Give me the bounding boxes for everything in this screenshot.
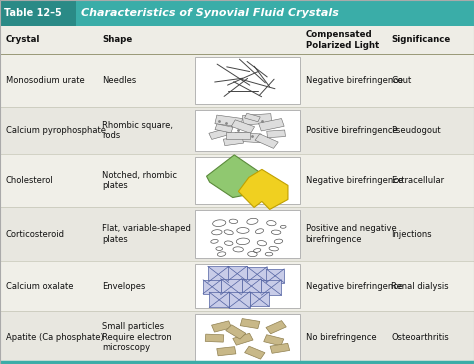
Bar [0, 154, 474, 207]
Polygon shape [207, 155, 262, 198]
Polygon shape [242, 114, 272, 125]
Bar [0, 311, 474, 364]
Bar [0, 107, 474, 154]
Bar [208, 266, 228, 282]
Polygon shape [267, 130, 285, 138]
Bar [0, 207, 474, 261]
Polygon shape [211, 321, 232, 332]
Text: Renal dialysis: Renal dialysis [391, 281, 449, 290]
Bar [0, 26, 474, 54]
Polygon shape [240, 318, 260, 329]
Text: Positive birefringence: Positive birefringence [306, 126, 398, 135]
Polygon shape [233, 333, 253, 345]
Text: Injections: Injections [391, 230, 432, 238]
Polygon shape [245, 346, 265, 359]
Bar [228, 266, 246, 281]
Polygon shape [205, 334, 224, 342]
Text: Envelopes: Envelopes [102, 281, 146, 290]
Bar [266, 269, 284, 283]
Text: Osteoarthritis: Osteoarthritis [391, 333, 449, 342]
Bar [262, 280, 282, 295]
Text: Characteristics of Synovial Fluid Crystals: Characteristics of Synovial Fluid Crysta… [81, 8, 338, 18]
Bar [0, 0, 474, 26]
Polygon shape [231, 120, 255, 133]
Text: Gout: Gout [391, 76, 411, 84]
Bar [195, 210, 300, 258]
Text: Shape: Shape [102, 35, 132, 44]
Polygon shape [245, 113, 260, 122]
Polygon shape [209, 128, 229, 139]
Polygon shape [234, 132, 261, 143]
Polygon shape [259, 119, 284, 131]
Text: Small particles
Require electron
microscopy: Small particles Require electron microsc… [102, 323, 172, 352]
Bar [228, 292, 249, 308]
Text: Calcium pyrophosphate: Calcium pyrophosphate [6, 126, 106, 135]
Text: Needles: Needles [102, 76, 136, 84]
Bar [203, 280, 221, 294]
Bar [195, 57, 300, 103]
Polygon shape [226, 325, 246, 339]
Text: Negative birefringence: Negative birefringence [306, 281, 403, 290]
Text: Monosodium urate: Monosodium urate [6, 76, 84, 84]
Bar [247, 267, 267, 282]
Text: Negative birefringence: Negative birefringence [306, 76, 403, 84]
Text: Calcium oxalate: Calcium oxalate [6, 281, 73, 290]
Polygon shape [270, 343, 290, 353]
Bar [242, 279, 261, 293]
Text: Table 12–5: Table 12–5 [4, 8, 62, 18]
Bar [195, 110, 300, 151]
Polygon shape [215, 124, 233, 133]
Text: Rhombic square,
rods: Rhombic square, rods [102, 120, 173, 140]
Text: Flat, variable-shaped
plates: Flat, variable-shaped plates [102, 224, 191, 244]
Polygon shape [255, 134, 278, 149]
Bar [209, 292, 229, 308]
Text: Positive and negative
birefringence: Positive and negative birefringence [306, 224, 396, 244]
Text: Cholesterol: Cholesterol [6, 176, 54, 185]
Bar [0, 54, 474, 107]
Polygon shape [217, 347, 236, 356]
Polygon shape [223, 136, 244, 146]
Text: Corticosteroid: Corticosteroid [6, 230, 64, 238]
Polygon shape [238, 169, 288, 209]
Text: Apatite (Ca phosphate): Apatite (Ca phosphate) [6, 333, 103, 342]
Text: Pseudogout: Pseudogout [391, 126, 441, 135]
Text: Negative birefringence: Negative birefringence [306, 176, 403, 185]
Text: Extracellular: Extracellular [391, 176, 444, 185]
Bar [195, 157, 300, 204]
Polygon shape [215, 115, 243, 127]
Bar [220, 279, 241, 295]
Bar [195, 264, 300, 308]
Bar [250, 292, 269, 306]
Polygon shape [226, 132, 250, 139]
Bar [0, 261, 474, 311]
Text: No birefringence: No birefringence [306, 333, 376, 342]
Bar [195, 314, 300, 361]
Bar [0, 0, 76, 26]
Polygon shape [266, 321, 286, 334]
Text: Crystal: Crystal [6, 35, 40, 44]
Polygon shape [264, 335, 284, 346]
Text: Significance: Significance [391, 35, 450, 44]
Text: Notched, rhombic
plates: Notched, rhombic plates [102, 171, 177, 190]
Text: Compensated
Polarized Light: Compensated Polarized Light [306, 30, 379, 50]
